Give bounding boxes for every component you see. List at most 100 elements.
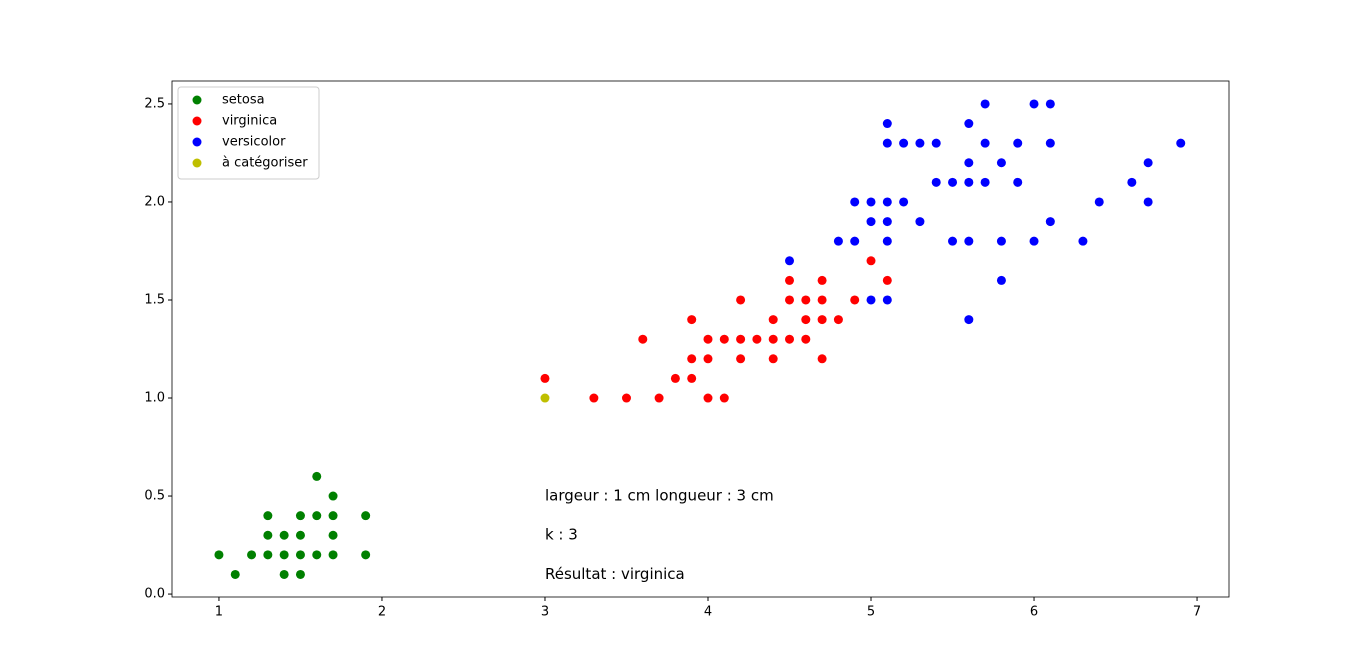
point: [670, 373, 680, 383]
legend-marker: [192, 95, 202, 105]
point: [703, 393, 713, 403]
plot-frame: [171, 80, 1230, 598]
point: [850, 197, 860, 207]
point: [785, 275, 795, 285]
point: [1078, 236, 1088, 246]
y-tick-label: 2.5: [144, 96, 165, 111]
x-tick-label: 4: [704, 605, 712, 620]
point: [1013, 138, 1023, 148]
point: [882, 217, 892, 227]
point: [817, 315, 827, 325]
point: [703, 334, 713, 344]
point: [882, 119, 892, 129]
x-tick-label: 6: [1030, 605, 1038, 620]
point: [736, 334, 746, 344]
point: [882, 275, 892, 285]
point: [621, 393, 631, 403]
point: [801, 334, 811, 344]
point: [915, 138, 925, 148]
point: [948, 177, 958, 187]
legend-label: virginica: [222, 114, 277, 129]
point: [540, 373, 550, 383]
point: [817, 354, 827, 364]
point: [361, 511, 371, 521]
point: [230, 569, 240, 579]
point: [948, 236, 958, 246]
point: [817, 295, 827, 305]
point: [833, 315, 843, 325]
point: [328, 530, 338, 540]
point: [996, 158, 1006, 168]
point: [263, 550, 273, 560]
point: [328, 511, 338, 521]
point: [703, 354, 713, 364]
point: [768, 315, 778, 325]
x-tick-label: 5: [867, 605, 875, 620]
point: [980, 138, 990, 148]
point: [931, 177, 941, 187]
point: [1013, 177, 1023, 187]
point: [736, 354, 746, 364]
point: [312, 550, 322, 560]
point: [785, 256, 795, 266]
point: [768, 354, 778, 364]
point: [247, 550, 257, 560]
point: [654, 393, 664, 403]
point: [214, 550, 224, 560]
y-tick-label: 2.0: [144, 194, 165, 209]
x-tick-label: 2: [378, 605, 386, 620]
point: [996, 275, 1006, 285]
point: [850, 295, 860, 305]
point: [263, 530, 273, 540]
point: [1127, 177, 1137, 187]
point: [866, 217, 876, 227]
point: [736, 295, 746, 305]
annotation: Résultat : virginica: [545, 565, 685, 583]
point: [882, 295, 892, 305]
point: [899, 197, 909, 207]
point: [1176, 138, 1186, 148]
legend-marker: [192, 116, 202, 126]
annotation: k : 3: [545, 526, 578, 544]
point: [964, 119, 974, 129]
legend-label: versicolor: [222, 135, 286, 150]
point: [785, 295, 795, 305]
legend-box: [177, 86, 320, 180]
point: [719, 393, 729, 403]
point: [996, 236, 1006, 246]
point: [866, 295, 876, 305]
x-tick-label: 1: [215, 605, 223, 620]
point: [964, 315, 974, 325]
y-tick-label: 1.5: [144, 292, 165, 307]
point: [687, 373, 697, 383]
point: [964, 158, 974, 168]
point: [295, 569, 305, 579]
point: [850, 236, 860, 246]
point: [1029, 99, 1039, 109]
annotation: largeur : 1 cm longueur : 3 cm: [545, 487, 774, 505]
point: [817, 275, 827, 285]
point: [1143, 197, 1153, 207]
point: [295, 550, 305, 560]
point: [279, 550, 289, 560]
point: [882, 197, 892, 207]
legend-marker: [192, 158, 202, 168]
legend-marker: [192, 137, 202, 147]
point: [328, 491, 338, 501]
point: [866, 197, 876, 207]
point: [882, 236, 892, 246]
point: [785, 334, 795, 344]
point: [312, 511, 322, 521]
point: [833, 236, 843, 246]
point: [964, 177, 974, 187]
point: [752, 334, 762, 344]
point: [964, 236, 974, 246]
point: [312, 471, 322, 481]
point: [361, 550, 371, 560]
point: [1045, 99, 1055, 109]
point: [1143, 158, 1153, 168]
point: [279, 569, 289, 579]
point: [295, 511, 305, 521]
point: [882, 138, 892, 148]
